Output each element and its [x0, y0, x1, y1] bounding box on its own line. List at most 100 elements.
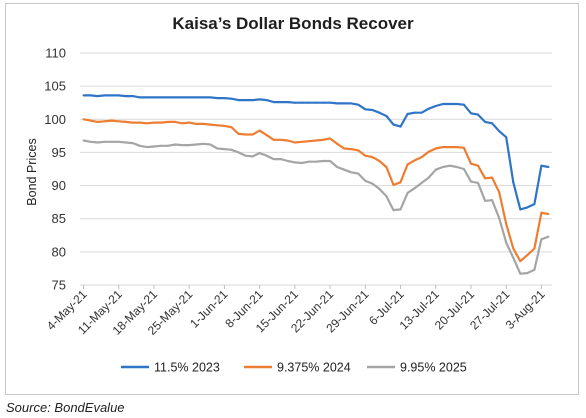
data-point	[350, 171, 353, 174]
data-point	[540, 164, 543, 167]
data-point	[138, 96, 141, 99]
data-point	[526, 206, 529, 209]
y-tick-label-105: 105	[44, 79, 66, 94]
data-point	[82, 94, 85, 97]
data-point	[174, 96, 177, 99]
data-point	[343, 168, 346, 171]
data-point	[491, 122, 494, 125]
data-point	[152, 96, 155, 99]
data-point	[505, 223, 508, 226]
data-point	[315, 101, 317, 104]
data-point	[223, 124, 226, 127]
data-point	[505, 241, 508, 244]
data-point	[188, 121, 191, 124]
data-point	[103, 140, 106, 143]
data-point	[378, 187, 381, 190]
data-point	[329, 101, 332, 104]
data-point	[448, 164, 451, 167]
data-point	[329, 160, 332, 163]
data-point	[258, 129, 261, 132]
data-point	[434, 168, 437, 171]
x-tick-label-1-Jun-21: 1-Jun-21	[187, 287, 231, 331]
data-point	[441, 103, 444, 106]
data-point	[406, 112, 409, 115]
data-point	[286, 160, 289, 163]
data-point	[420, 156, 423, 159]
data-point	[265, 134, 268, 137]
data-point	[469, 180, 472, 183]
data-point	[498, 130, 501, 133]
data-point	[343, 102, 346, 105]
data-point	[244, 133, 247, 136]
data-point	[174, 120, 177, 123]
legend-label-3: 9.95% 2025	[400, 361, 467, 375]
data-point	[216, 124, 219, 127]
data-point	[110, 94, 113, 97]
data-point	[181, 144, 184, 147]
data-point	[265, 99, 268, 102]
data-point	[357, 103, 360, 106]
data-point	[181, 96, 184, 99]
data-point	[195, 122, 198, 125]
data-point	[371, 182, 374, 185]
data-point	[209, 143, 212, 146]
data-point	[124, 120, 127, 123]
data-point	[181, 122, 184, 125]
data-point	[357, 172, 360, 175]
data-point	[279, 158, 282, 161]
data-point	[230, 126, 233, 129]
data-point	[336, 142, 339, 145]
source-note: Source: BondEvalue	[6, 400, 125, 415]
series-line-3	[83, 139, 549, 275]
data-point	[385, 195, 388, 198]
data-point	[110, 119, 113, 122]
data-point	[265, 154, 268, 157]
data-point	[293, 101, 296, 104]
data-point	[223, 97, 226, 100]
data-point	[491, 199, 494, 202]
data-point	[462, 168, 465, 170]
y-tick-label-90: 90	[52, 178, 66, 193]
data-point	[413, 159, 416, 162]
data-point	[167, 96, 170, 99]
data-point	[286, 139, 289, 142]
data-point	[160, 96, 163, 99]
data-point	[138, 144, 141, 147]
data-point	[89, 140, 92, 143]
data-point	[364, 179, 367, 182]
data-point	[293, 161, 296, 164]
y-tick-label-80: 80	[52, 244, 66, 259]
data-point	[448, 103, 451, 106]
data-point	[209, 123, 212, 126]
data-point	[160, 121, 163, 124]
data-point	[519, 208, 522, 211]
data-point	[427, 176, 430, 179]
data-point	[364, 154, 367, 157]
data-point	[188, 96, 191, 99]
data-point	[392, 183, 395, 186]
data-point	[512, 256, 515, 259]
data-point	[152, 121, 155, 124]
data-point	[237, 132, 240, 135]
data-point	[441, 166, 444, 169]
data-point	[406, 191, 409, 194]
data-point	[110, 140, 113, 143]
data-point	[420, 111, 423, 114]
data-point	[526, 254, 529, 257]
data-point	[343, 147, 346, 150]
data-point	[103, 94, 106, 97]
data-point	[477, 164, 480, 167]
data-point	[455, 166, 458, 169]
data-point	[385, 114, 388, 117]
data-point	[533, 247, 536, 250]
data-point	[216, 147, 219, 150]
data-point	[350, 102, 353, 105]
data-point	[202, 96, 205, 99]
data-point	[145, 122, 148, 125]
data-point	[322, 138, 325, 141]
data-point	[336, 102, 339, 105]
data-point	[427, 107, 430, 110]
data-point	[315, 160, 317, 163]
data-point	[462, 103, 465, 106]
data-point	[103, 120, 106, 123]
